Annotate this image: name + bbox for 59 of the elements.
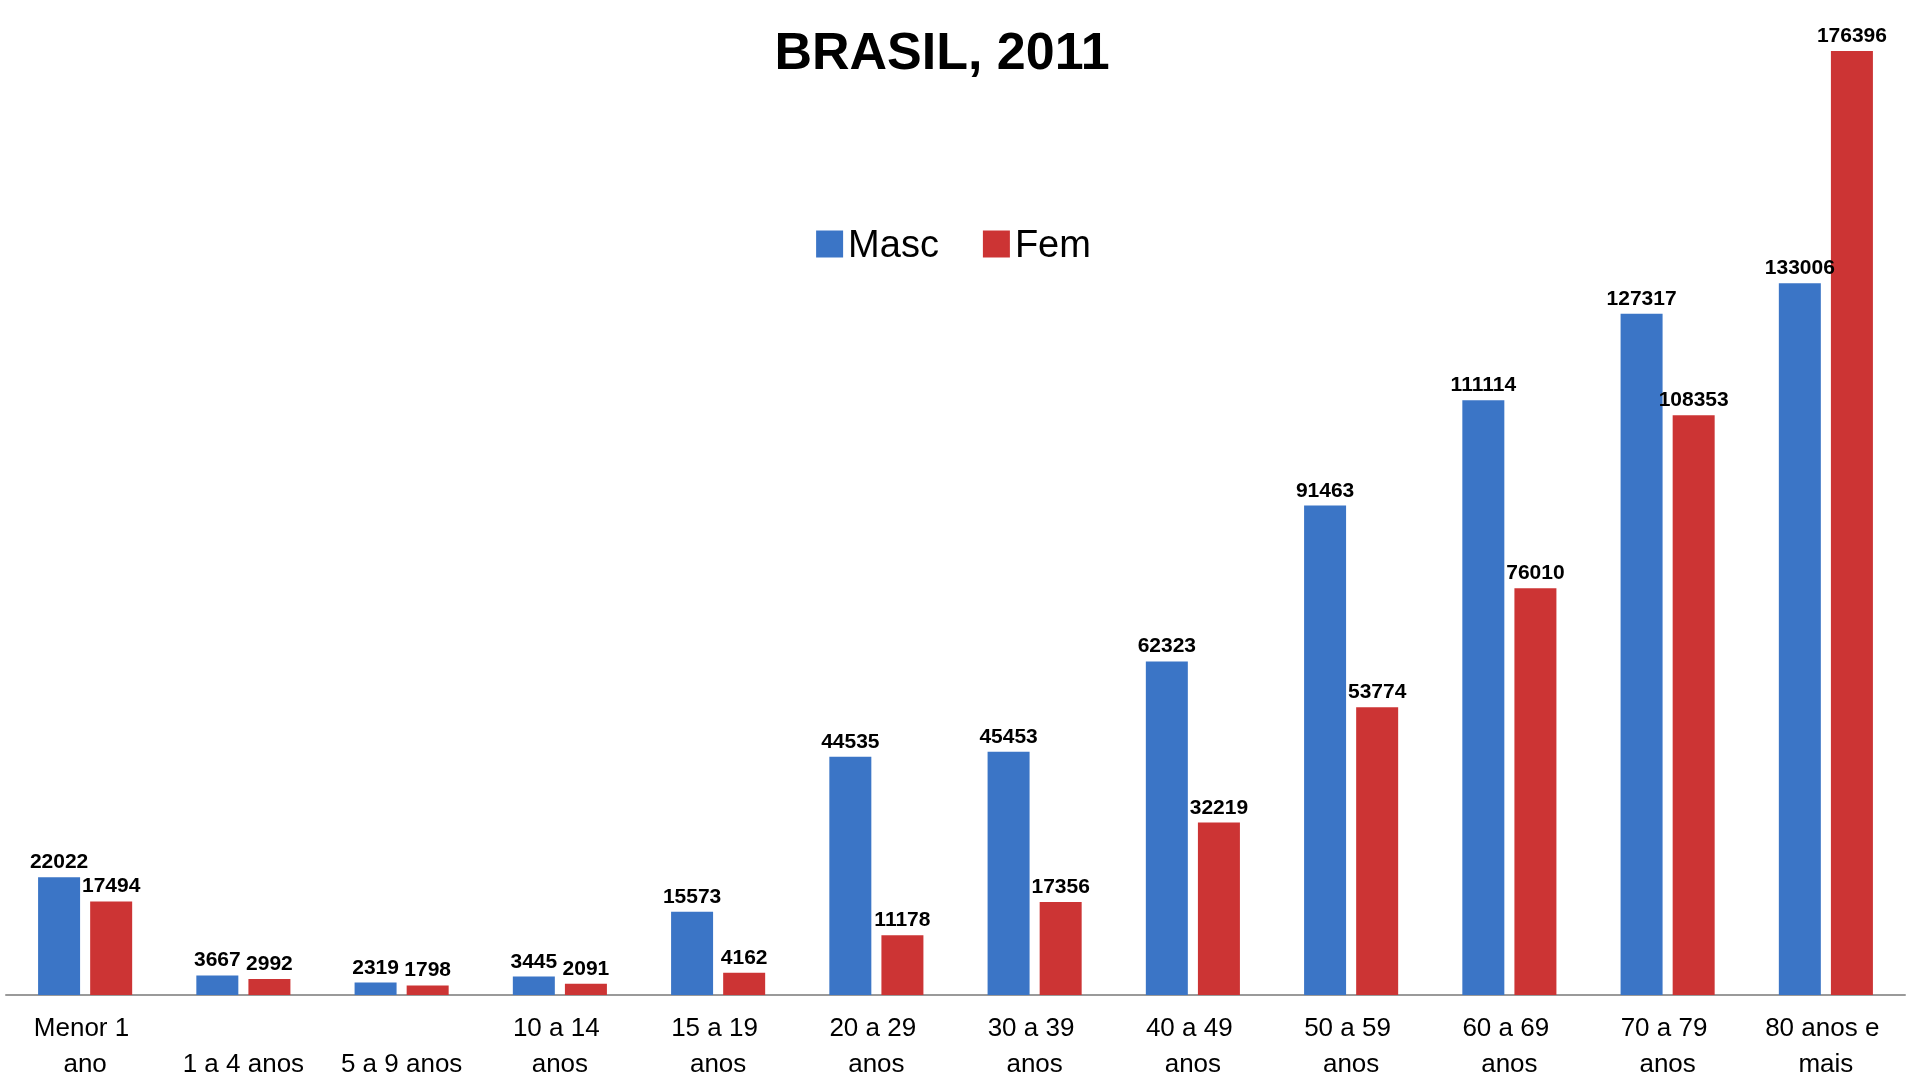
chart-title: BRASIL, 2011 [774,22,1110,80]
bar [564,983,607,995]
bar [196,975,239,995]
data-label: 111114 [1450,372,1517,396]
data-label: 62323 [1137,633,1197,657]
data-label: 127317 [1606,285,1677,309]
data-label: 44535 [821,728,880,752]
x-tick-label: 1 a 4 anos [182,1048,305,1078]
bar [1304,505,1347,995]
bar [90,901,133,995]
legend-label: Fem [1014,223,1091,265]
data-label: 4162 [720,944,768,968]
data-label: 2992 [246,950,293,974]
bar [829,756,872,995]
bar [671,911,714,995]
legend-label: Masc [848,223,939,265]
data-label: 91463 [1295,477,1355,501]
data-label: 15573 [662,883,722,907]
x-tick-label: 50 a 59 anos [1304,1012,1399,1078]
x-tick-label: 5 a 9 anos [340,1048,463,1078]
bar [1672,415,1715,995]
x-tick-label: Menor 1 ano [33,1012,137,1078]
bar [38,877,81,995]
data-label: 32219 [1189,794,1249,818]
x-tick-label: 10 a 14 anos [512,1012,607,1078]
x-tick-label: 30 a 39 anos [987,1012,1082,1078]
data-label: 2319 [352,954,399,978]
bar [248,978,291,995]
data-label: 1798 [404,957,452,981]
bar [1197,822,1240,995]
bar [1778,283,1821,995]
bar [1462,400,1505,995]
bar [881,935,924,995]
bar [723,972,766,995]
data-label: 22022 [29,849,89,873]
x-tick-label: 15 a 19 anos [671,1012,766,1078]
data-label: 76010 [1506,560,1565,584]
data-label: 45453 [979,723,1038,747]
x-tick-label: 20 a 29 anos [829,1012,924,1078]
data-label: 3445 [510,948,558,972]
bar [1514,588,1557,995]
data-label: 17356 [1031,874,1090,898]
data-label: 11178 [874,907,931,931]
data-label: 2091 [562,955,610,979]
bar [406,985,449,995]
bar [1356,707,1399,995]
data-label: 176396 [1816,23,1887,46]
x-tick-label: 80 anos e mais [1765,1012,1887,1078]
bar [987,751,1030,995]
data-label: 3667 [193,947,241,971]
data-label: 17494 [81,873,141,897]
bar [1039,902,1082,995]
x-tick-label: 40 a 49 anos [1145,1012,1240,1078]
bar [1145,661,1188,995]
x-tick-label: 70 a 79 anos [1620,1012,1715,1078]
x-tick-label: 60 a 69 anos [1462,1012,1557,1078]
bar [512,976,555,995]
data-label: 53774 [1347,679,1407,703]
bar [354,982,397,995]
